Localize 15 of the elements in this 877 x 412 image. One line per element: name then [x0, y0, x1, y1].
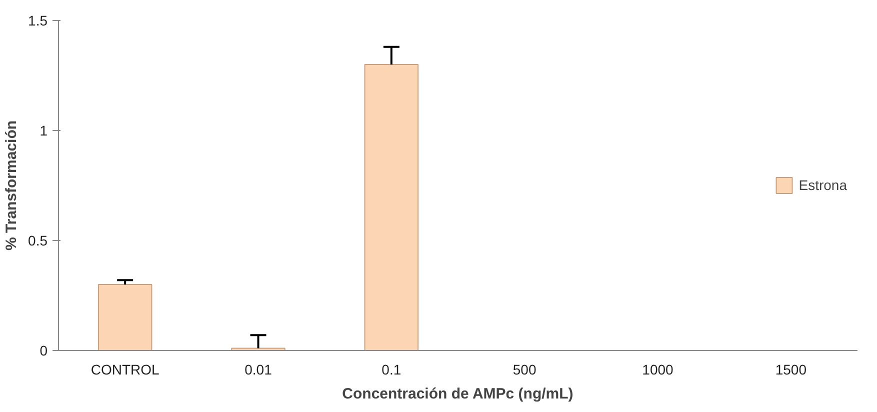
- x-tick-label: CONTROL: [90, 362, 160, 378]
- x-axis-title: Concentración de AMPc (ng/mL): [342, 386, 574, 402]
- bar: [98, 284, 152, 350]
- bar: [364, 64, 419, 350]
- y-tick-label: 1: [40, 122, 48, 138]
- legend-label: Estrona: [798, 177, 847, 193]
- y-tick-label: 1.5: [28, 12, 48, 28]
- x-tick-label: 1000: [642, 362, 674, 378]
- x-tick-label: 0.01: [244, 362, 272, 378]
- x-tick-label: 500: [512, 362, 536, 378]
- y-tick-label: 0.5: [28, 232, 48, 248]
- y-axis-title: % Transformación: [3, 120, 20, 251]
- y-tick-label: 0: [40, 342, 48, 358]
- x-tick-label: 0.1: [382, 362, 402, 378]
- x-tick-label: 1500: [775, 362, 807, 378]
